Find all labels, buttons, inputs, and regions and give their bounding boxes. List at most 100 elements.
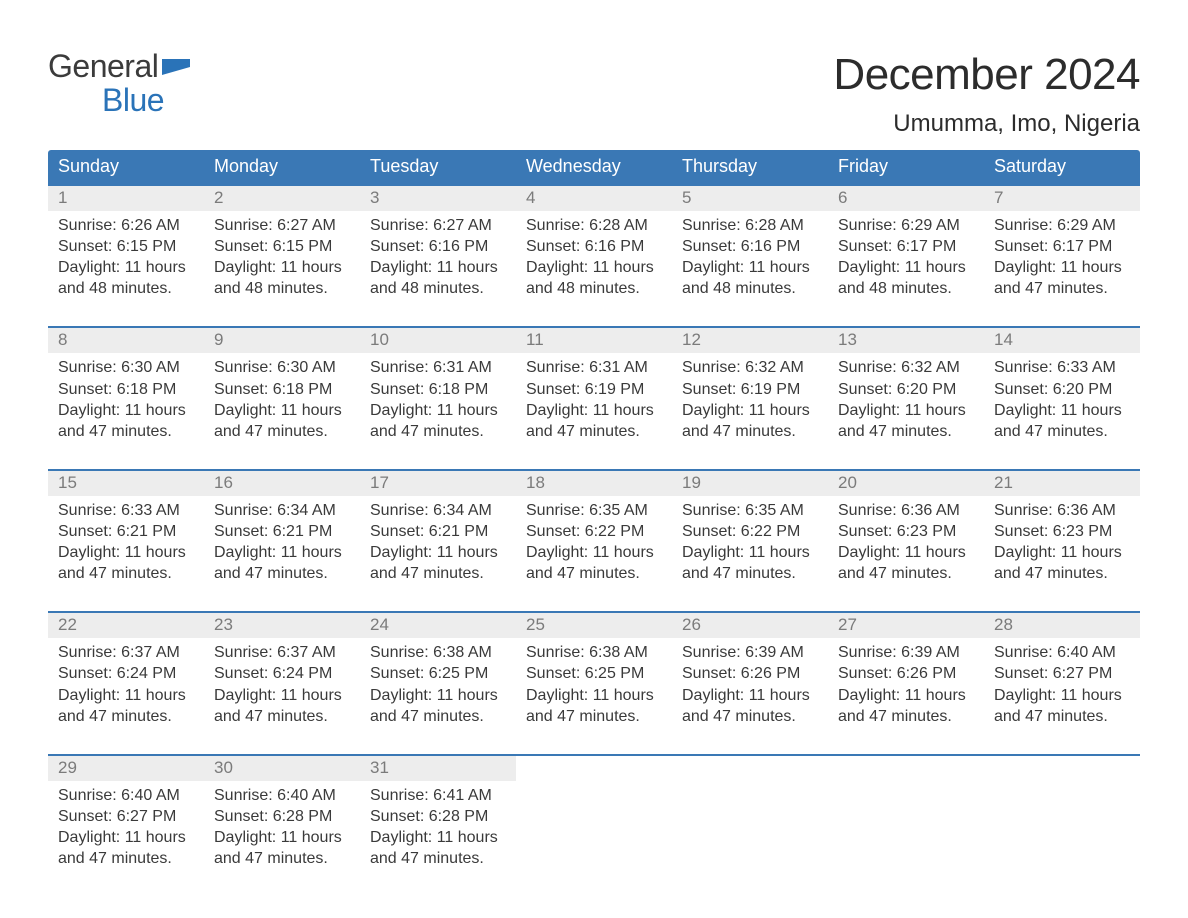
sunset-line: Sunset: 6:23 PM [994,521,1130,542]
day-number: 24 [360,613,516,638]
day-number: 13 [828,328,984,353]
daylight-line: Daylight: 11 hours and 47 minutes. [214,400,350,442]
sunrise-line: Sunrise: 6:39 AM [682,642,818,663]
day-details: Sunrise: 6:36 AMSunset: 6:23 PMDaylight:… [828,496,984,584]
day-header: Monday [204,150,360,185]
sunset-line: Sunset: 6:24 PM [214,663,350,684]
day-cell: 16Sunrise: 6:34 AMSunset: 6:21 PMDayligh… [204,470,360,584]
sunrise-line: Sunrise: 6:36 AM [838,500,974,521]
week-spacer [48,299,1140,327]
day-number: 16 [204,471,360,496]
sunset-line: Sunset: 6:21 PM [58,521,194,542]
day-number: 11 [516,328,672,353]
day-details: Sunrise: 6:35 AMSunset: 6:22 PMDaylight:… [672,496,828,584]
month-title: December 2024 [833,50,1140,100]
day-number: 12 [672,328,828,353]
day-cell: 8 Sunrise: 6:30 AMSunset: 6:18 PMDaylight… [48,327,204,441]
sunrise-line: Sunrise: 6:29 AM [994,215,1130,236]
daylight-line: Daylight: 11 hours and 47 minutes. [682,685,818,727]
sunset-line: Sunset: 6:22 PM [682,521,818,542]
sunset-line: Sunset: 6:15 PM [214,236,350,257]
day-cell: 11Sunrise: 6:31 AMSunset: 6:19 PMDayligh… [516,327,672,441]
brand-logo: General Blue [48,50,194,117]
sunrise-line: Sunrise: 6:26 AM [58,215,194,236]
day-cell: 1 Sunrise: 6:26 AMSunset: 6:15 PMDaylight… [48,185,204,299]
daylight-line: Daylight: 11 hours and 47 minutes. [682,400,818,442]
sunrise-line: Sunrise: 6:31 AM [370,357,506,378]
day-number: 18 [516,471,672,496]
sunset-line: Sunset: 6:26 PM [838,663,974,684]
day-cell: 24Sunrise: 6:38 AMSunset: 6:25 PMDayligh… [360,612,516,726]
day-cell: 3Sunrise: 6:27 AMSunset: 6:16 PMDaylight… [360,185,516,299]
day-details: Sunrise: 6:39 AMSunset: 6:26 PMDaylight:… [672,638,828,726]
sunset-line: Sunset: 6:20 PM [838,379,974,400]
sunset-line: Sunset: 6:18 PM [58,379,194,400]
day-number: 8 [48,328,204,353]
day-number: 30 [204,756,360,781]
week-row: 8Sunrise: 6:30 AMSunset: 6:18 PMDaylight… [48,327,1140,441]
sunset-line: Sunset: 6:21 PM [370,521,506,542]
day-header: Friday [828,150,984,185]
daylight-line: Daylight: 11 hours and 47 minutes. [526,400,662,442]
sunrise-line: Sunrise: 6:32 AM [838,357,974,378]
sunrise-line: Sunrise: 6:31 AM [526,357,662,378]
sunrise-line: Sunrise: 6:40 AM [214,785,350,806]
day-details: Sunrise: 6:36 AMSunset: 6:23 PMDaylight:… [984,496,1140,584]
day-number: 20 [828,471,984,496]
daylight-line: Daylight: 11 hours and 48 minutes. [838,257,974,299]
day-details: Sunrise: 6:34 AMSunset: 6:21 PMDaylight:… [204,496,360,584]
day-cell: 2Sunrise: 6:27 AMSunset: 6:15 PMDaylight… [204,185,360,299]
sunset-line: Sunset: 6:22 PM [526,521,662,542]
day-details: Sunrise: 6:38 AMSunset: 6:25 PMDaylight:… [516,638,672,726]
day-cell: 23Sunrise: 6:37 AMSunset: 6:24 PMDayligh… [204,612,360,726]
sunset-line: Sunset: 6:23 PM [838,521,974,542]
daylight-line: Daylight: 11 hours and 47 minutes. [58,400,194,442]
daylight-line: Daylight: 11 hours and 47 minutes. [370,542,506,584]
day-header: Wednesday [516,150,672,185]
day-details: Sunrise: 6:27 AMSunset: 6:16 PMDaylight:… [360,211,516,299]
day-details: Sunrise: 6:41 AMSunset: 6:28 PMDaylight:… [360,781,516,869]
day-cell: 10Sunrise: 6:31 AMSunset: 6:18 PMDayligh… [360,327,516,441]
day-details: Sunrise: 6:29 AMSunset: 6:17 PMDaylight:… [984,211,1140,299]
sunset-line: Sunset: 6:19 PM [526,379,662,400]
week-spacer [48,442,1140,470]
sunset-line: Sunset: 6:25 PM [370,663,506,684]
sunrise-line: Sunrise: 6:40 AM [994,642,1130,663]
sunrise-line: Sunrise: 6:36 AM [994,500,1130,521]
day-header: Tuesday [360,150,516,185]
daylight-line: Daylight: 11 hours and 47 minutes. [58,685,194,727]
day-details: Sunrise: 6:34 AMSunset: 6:21 PMDaylight:… [360,496,516,584]
day-number: 25 [516,613,672,638]
sunrise-line: Sunrise: 6:41 AM [370,785,506,806]
day-cell [672,755,828,869]
sunset-line: Sunset: 6:26 PM [682,663,818,684]
brand-word-general: General [48,50,158,84]
daylight-line: Daylight: 11 hours and 48 minutes. [58,257,194,299]
day-number: 23 [204,613,360,638]
sunrise-line: Sunrise: 6:39 AM [838,642,974,663]
day-cell: 7Sunrise: 6:29 AMSunset: 6:17 PMDaylight… [984,185,1140,299]
sunrise-line: Sunrise: 6:27 AM [370,215,506,236]
day-details: Sunrise: 6:40 AMSunset: 6:27 PMDaylight:… [984,638,1140,726]
day-details: Sunrise: 6:31 AMSunset: 6:18 PMDaylight:… [360,353,516,441]
sunrise-line: Sunrise: 6:35 AM [682,500,818,521]
day-number: 14 [984,328,1140,353]
day-details: Sunrise: 6:37 AMSunset: 6:24 PMDaylight:… [204,638,360,726]
day-details: Sunrise: 6:32 AMSunset: 6:20 PMDaylight:… [828,353,984,441]
sunrise-line: Sunrise: 6:30 AM [214,357,350,378]
sunrise-line: Sunrise: 6:34 AM [214,500,350,521]
sunset-line: Sunset: 6:15 PM [58,236,194,257]
daylight-line: Daylight: 11 hours and 47 minutes. [526,685,662,727]
day-number: 1 [48,186,204,211]
day-number: 28 [984,613,1140,638]
day-details: Sunrise: 6:31 AMSunset: 6:19 PMDaylight:… [516,353,672,441]
sunrise-line: Sunrise: 6:29 AM [838,215,974,236]
week-row: 15Sunrise: 6:33 AMSunset: 6:21 PMDayligh… [48,470,1140,584]
daylight-line: Daylight: 11 hours and 47 minutes. [58,542,194,584]
day-cell: 4Sunrise: 6:28 AMSunset: 6:16 PMDaylight… [516,185,672,299]
day-cell [828,755,984,869]
sunrise-line: Sunrise: 6:30 AM [58,357,194,378]
day-number: 6 [828,186,984,211]
sunrise-line: Sunrise: 6:38 AM [370,642,506,663]
sunrise-line: Sunrise: 6:28 AM [526,215,662,236]
